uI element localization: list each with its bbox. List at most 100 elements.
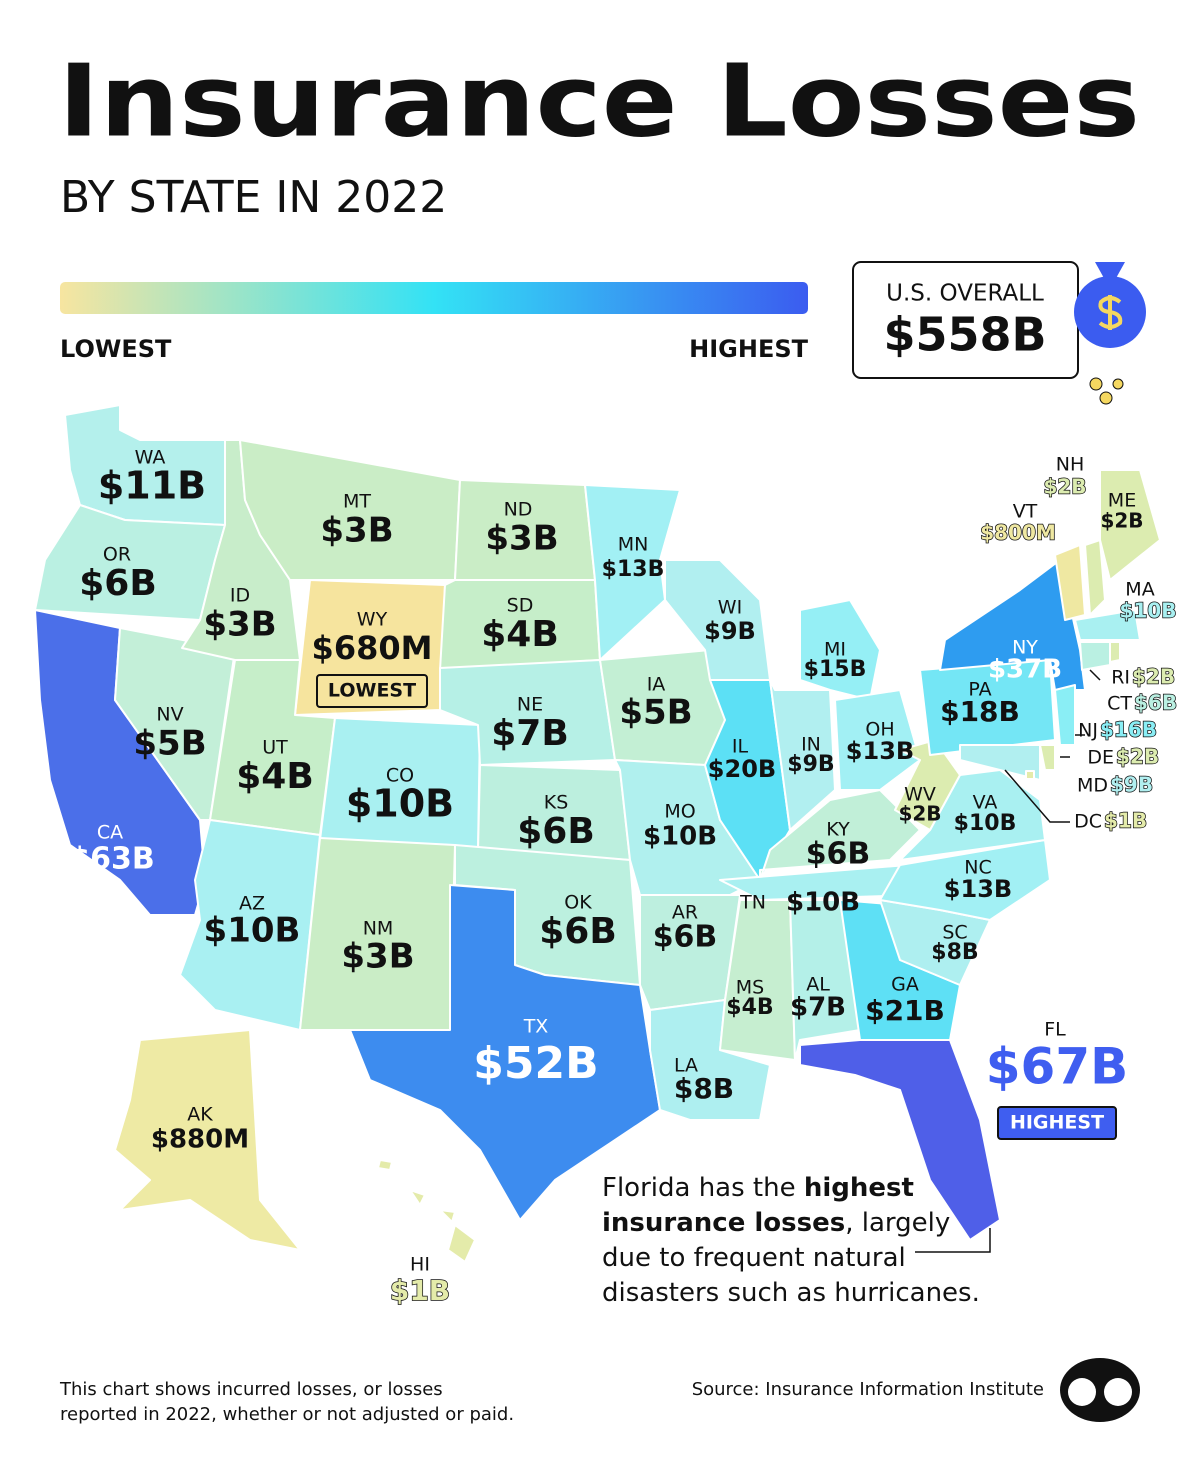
state-value: $8B (674, 1072, 734, 1105)
state-abbr: NH (1056, 454, 1085, 476)
state-abbr: WA (135, 447, 166, 469)
state-abbr: FL (1044, 1019, 1066, 1041)
state-abbr: AZ (239, 893, 265, 915)
state-value: $3B (341, 937, 414, 977)
state-abbr: DE (1087, 747, 1114, 769)
state-value: $6B (539, 911, 617, 952)
annotation-text: disasters such as hurricanes. (602, 1278, 980, 1308)
state-abbr: WV (904, 784, 936, 806)
state-abbr: MA (1125, 579, 1154, 601)
state-abbr: MI (824, 639, 846, 661)
state-abbr: MN (618, 534, 649, 556)
state-abbr: KY (826, 819, 850, 841)
state-value: $7B (790, 993, 846, 1023)
state-abbr: TX (523, 1016, 549, 1038)
state-value: $1B (390, 1274, 450, 1307)
leader-lines (915, 669, 1101, 1253)
legend-gradient (60, 282, 808, 314)
state-value: $5B (619, 693, 692, 733)
state-value: $16B (1100, 718, 1157, 742)
state-value: $680M (312, 629, 433, 667)
state-value: $880M (151, 1125, 249, 1155)
state-value: $3B (485, 519, 558, 559)
state-abbr: TN (739, 892, 766, 914)
money-bag-icon (1074, 262, 1146, 405)
state-value: $9B (704, 617, 756, 645)
state-value: $7B (491, 713, 569, 754)
subtitle: BY STATE IN 2022 (60, 172, 447, 223)
state-shape (1079, 641, 1111, 671)
state-shape (1054, 544, 1086, 621)
annotation-text: Florida has the (602, 1173, 804, 1203)
state-value: $10B (643, 822, 717, 852)
annotation-line: insurance losses, largely (602, 1208, 950, 1238)
state-value: $11B (98, 464, 206, 508)
state-abbr: AK (187, 1104, 213, 1126)
annotation-text: due to frequent natural (602, 1243, 906, 1273)
state-value: $18B (940, 695, 1020, 728)
state-value: $13B (602, 557, 665, 582)
state-abbr: HI (410, 1254, 430, 1276)
state-abbr: CT (1107, 693, 1132, 715)
state-value: $6B (79, 563, 157, 604)
state-shape (939, 559, 1086, 691)
annotation: Florida has the highest insurance losses,… (602, 1173, 980, 1308)
source: Source: Insurance Information Institute (692, 1379, 1044, 1400)
state-abbr: ND (504, 499, 533, 521)
state-value: $10B (954, 811, 1017, 836)
state-value: $3B (320, 511, 393, 551)
tag-box (316, 674, 428, 708)
state-value: $6B (517, 811, 595, 852)
footnote-line: This chart shows incurred losses, or los… (59, 1379, 443, 1400)
state-abbr: OK (564, 892, 592, 914)
state-abbr: NE (517, 694, 543, 716)
state-shape (349, 884, 661, 1221)
state-value: $21B (865, 994, 945, 1027)
state-value: $800M (980, 521, 1056, 545)
state-value: $10B (1120, 599, 1177, 623)
state-abbr: IN (801, 734, 821, 756)
state-abbr: LA (674, 1055, 698, 1077)
state-value: $4B (236, 756, 314, 797)
footnote-line: reported in 2022, whether or not adjuste… (60, 1404, 514, 1425)
state-shape (1109, 641, 1121, 663)
state-shape (1074, 609, 1141, 641)
state-value: $20B (708, 755, 776, 783)
state-abbr: NY (1012, 637, 1038, 659)
state-abbr: GA (891, 974, 919, 996)
state-abbr: VA (973, 792, 998, 814)
state-abbr: SC (942, 922, 967, 944)
state-abbr: DC (1074, 811, 1102, 833)
annotation-line: disasters such as hurricanes. (602, 1278, 980, 1308)
state-value: $2B (1132, 665, 1175, 689)
state-value: $6B (806, 837, 871, 872)
state-shape (1025, 770, 1035, 780)
state-value: $67B (986, 1038, 1128, 1096)
state-abbr: IL (732, 736, 749, 758)
overall-value: $558B (883, 308, 1046, 362)
state-value: $6B (1134, 691, 1177, 715)
state-value: $13B (846, 737, 914, 765)
state-value: $9B (1110, 773, 1153, 797)
state-value: $6B (653, 920, 718, 955)
state-abbr: VT (1013, 501, 1038, 523)
annotation-text: highest (804, 1173, 914, 1203)
state-value: $8B (931, 940, 978, 965)
state-abbr: KS (544, 792, 569, 814)
state-abbr: OR (103, 544, 131, 566)
state-abbr: SD (507, 595, 534, 617)
state-abbr: RI (1111, 667, 1130, 689)
state-abbr: MD (1077, 775, 1108, 797)
state-value: $37B (988, 655, 1062, 685)
legend-low: LOWEST (60, 335, 172, 363)
state-shape (1084, 539, 1106, 616)
state-value: $4B (481, 614, 559, 655)
state-value: $2B (898, 802, 941, 826)
state-value: $2B (1116, 745, 1159, 769)
state-abbr: NV (156, 704, 183, 726)
state-abbr: IA (647, 674, 666, 696)
state-value: $9B (787, 752, 834, 777)
logo (1060, 1358, 1140, 1422)
state-value: $63B (69, 842, 155, 877)
state-abbr: MO (664, 801, 695, 823)
